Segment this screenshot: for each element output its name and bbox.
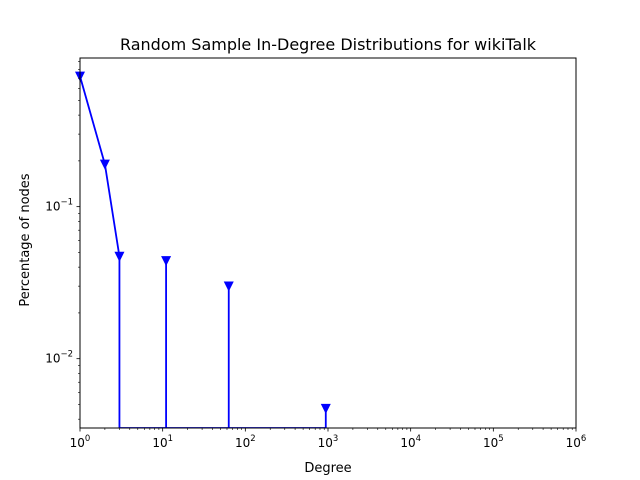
data-point-marker: [161, 256, 172, 267]
data-point-marker: [223, 281, 234, 292]
x-tick-label: 104: [400, 434, 421, 450]
x-axis-label: Degree: [304, 461, 351, 476]
data-point-marker: [99, 159, 110, 170]
x-tick-label: 105: [483, 434, 504, 450]
x-tick-label: 100: [70, 434, 91, 450]
series-line: [80, 76, 327, 428]
x-tick-label: 102: [235, 434, 256, 450]
x-tick-label: 106: [566, 434, 587, 450]
y-tick-label: 10−1: [45, 198, 73, 214]
data-point-marker: [320, 403, 331, 414]
data-point-marker: [114, 251, 125, 262]
y-tick-label: 10−2: [45, 350, 73, 366]
y-axis-label: Percentage of nodes: [18, 173, 33, 306]
x-tick-label: 103: [318, 434, 339, 450]
chart-title: Random Sample In-Degree Distributions fo…: [120, 35, 537, 54]
plot-area: 100 101 102 103 104 105 106 10−1 10−2: [45, 57, 587, 450]
x-tick-label: 101: [152, 434, 173, 450]
